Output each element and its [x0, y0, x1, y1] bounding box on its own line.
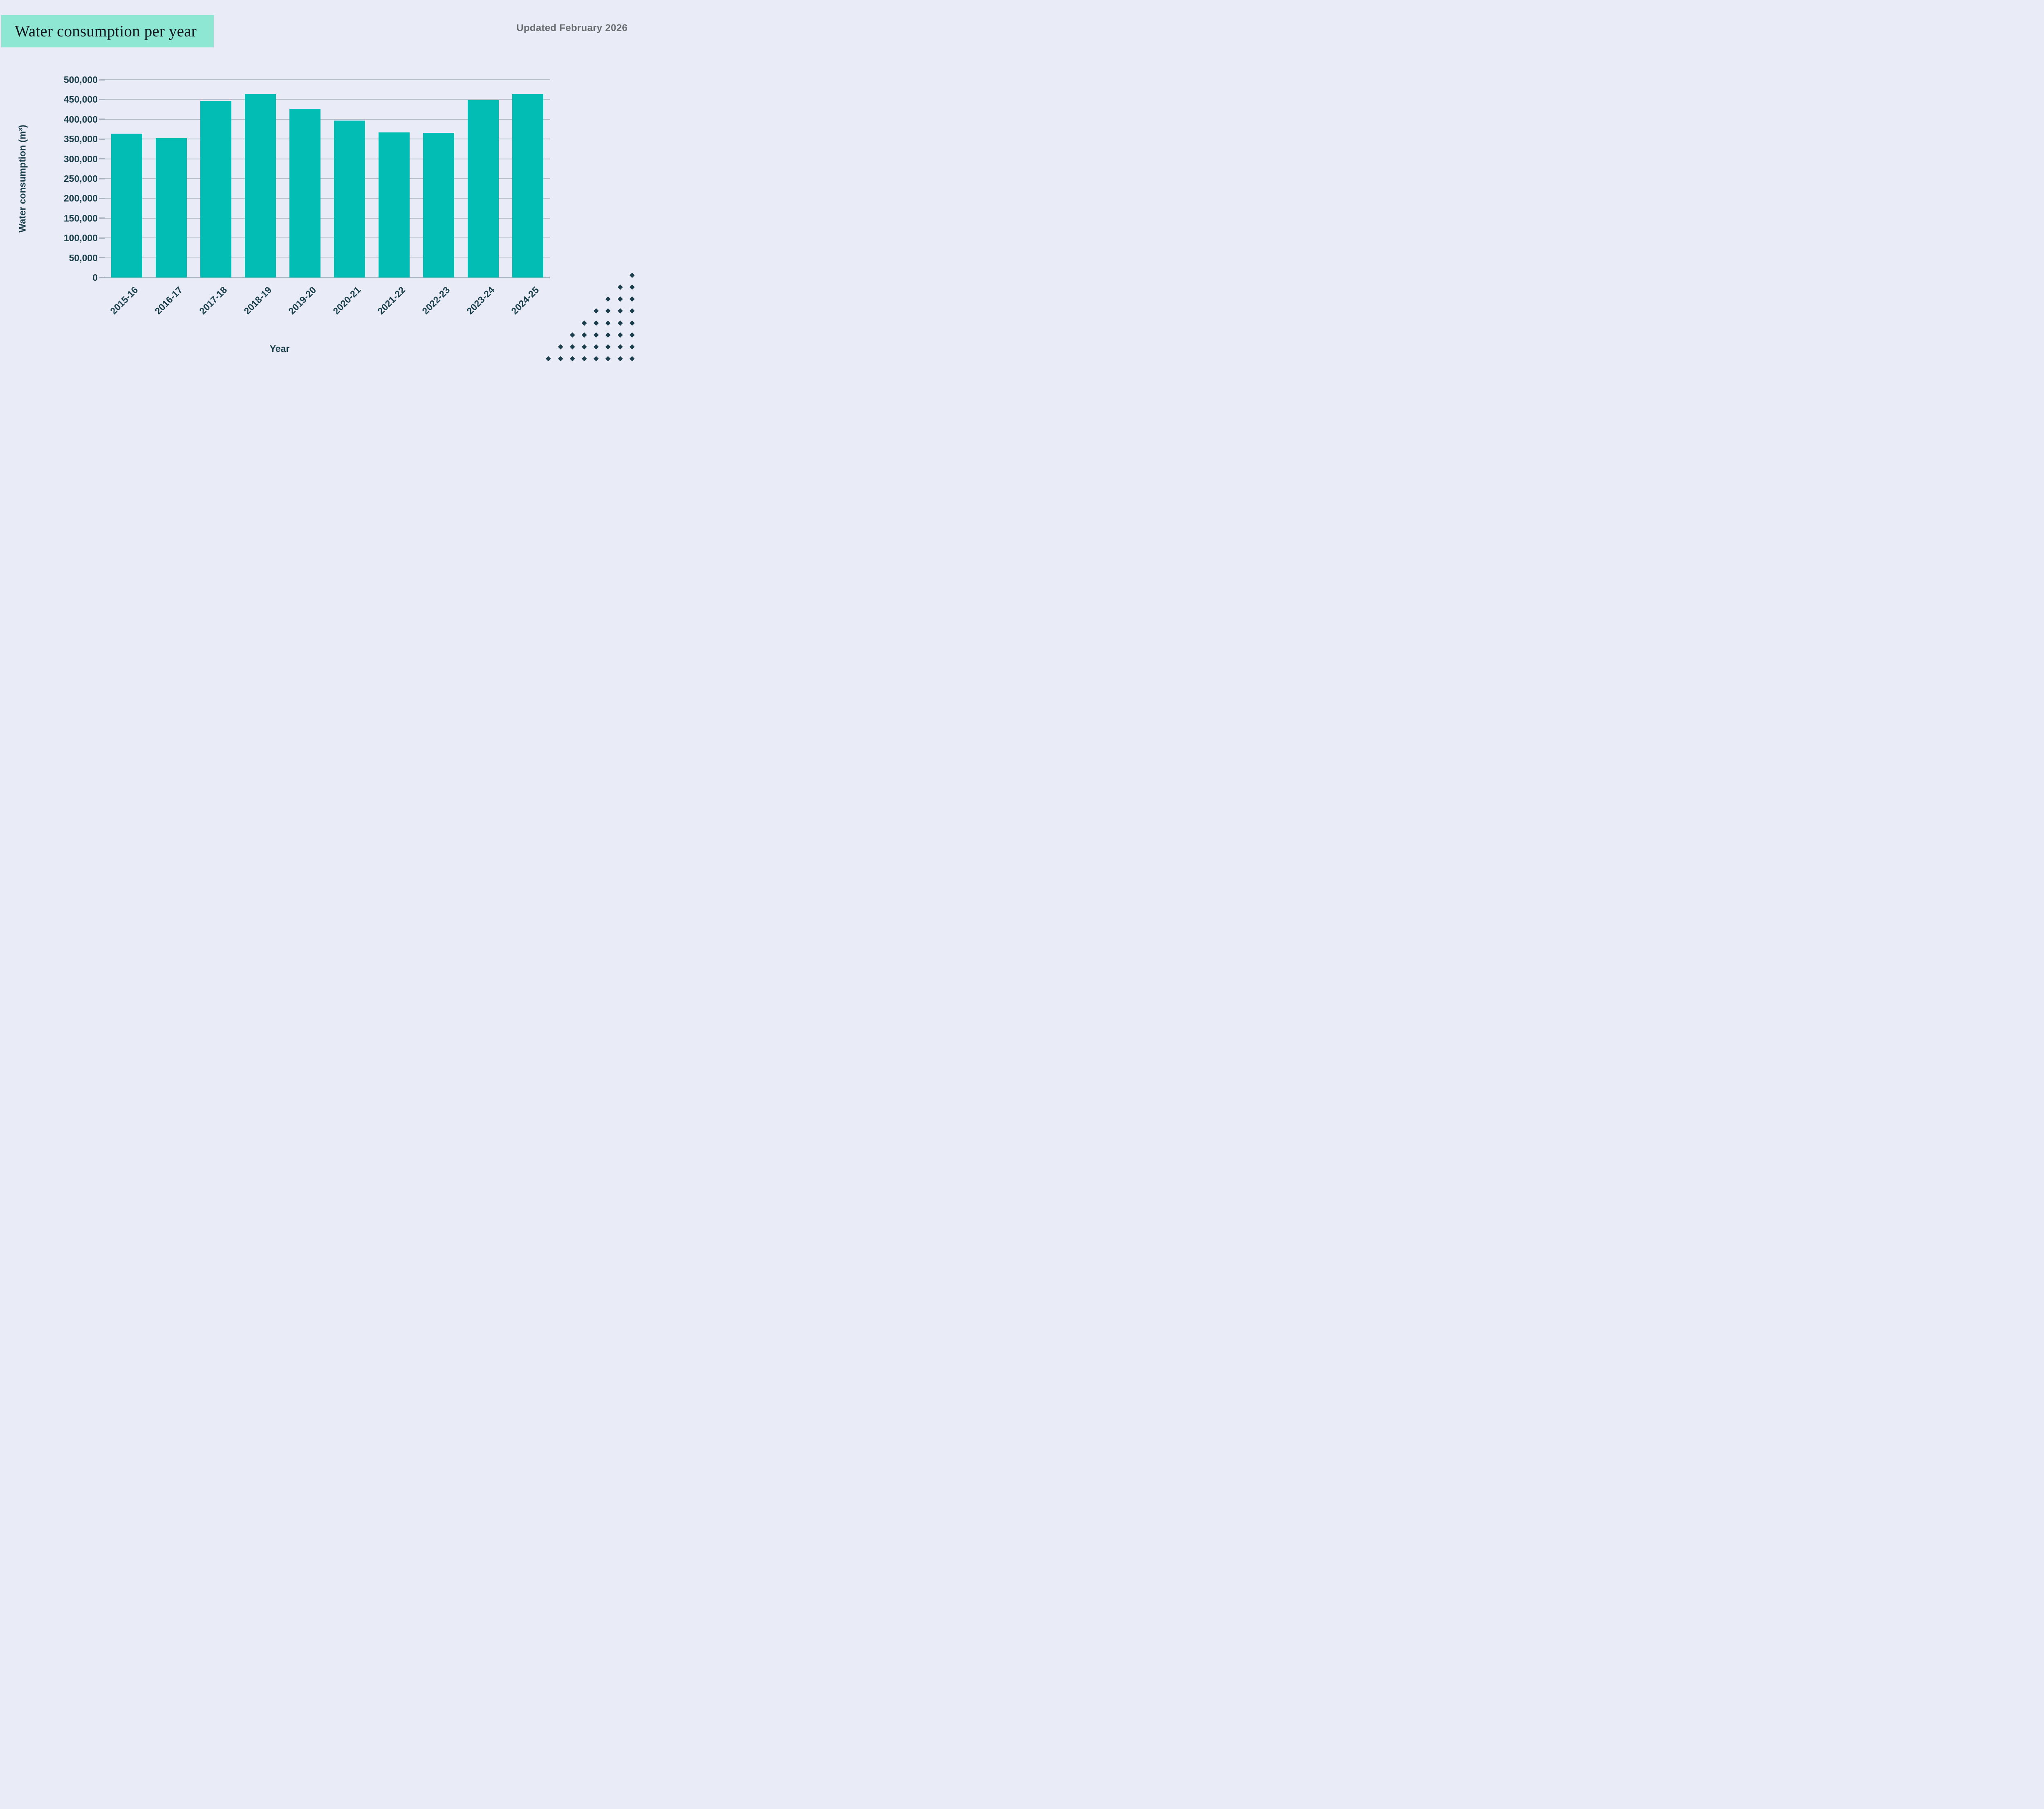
- bar-2022-23: [423, 132, 454, 278]
- gridline: [104, 79, 550, 80]
- y-tick-label: 0: [92, 272, 98, 283]
- x-axis-line: [104, 277, 550, 278]
- bar-2024-25: [512, 94, 543, 278]
- y-axis-tick: [99, 178, 105, 179]
- y-tick-label: 400,000: [63, 114, 98, 125]
- water-consumption-dashboard: Water consumption per year Updated Febru…: [0, 0, 634, 362]
- bar-chart-plot-area: 0 50,000 100,000 150,000 200,000 250,000 300,0…: [0, 0, 634, 362]
- y-tick-label: 250,000: [63, 173, 98, 184]
- y-tick-label: 300,000: [63, 153, 98, 164]
- chart-title-box: Water consumption per year: [1, 15, 214, 47]
- gridline: [104, 198, 550, 199]
- y-axis-tick: [99, 99, 105, 100]
- y-axis-tick: [99, 237, 105, 239]
- bar-2017-18: [200, 101, 231, 278]
- y-tick-label: 450,000: [63, 94, 98, 105]
- y-axis-tick: [99, 138, 105, 140]
- updated-date-label: Updated February 2026: [516, 22, 628, 34]
- y-tick-label: 350,000: [63, 134, 98, 145]
- y-axis-tick: [99, 277, 105, 278]
- y-tick-label: 150,000: [63, 213, 98, 224]
- bar-2019-20: [289, 108, 320, 278]
- x-axis-title: Year: [269, 343, 290, 354]
- chart-title: Water consumption per year: [15, 22, 197, 40]
- gridline: [104, 257, 550, 258]
- bar-2021-22: [378, 132, 410, 278]
- y-axis-tick: [99, 119, 105, 120]
- y-tick-label: 50,000: [69, 252, 98, 263]
- y-axis-tick: [99, 217, 105, 219]
- gridline: [104, 99, 550, 100]
- bar-2016-17: [155, 138, 187, 278]
- gridline: [104, 237, 550, 239]
- y-axis-tick: [99, 197, 105, 199]
- y-tick-label: 200,000: [63, 193, 98, 204]
- y-axis-tick: [99, 257, 105, 259]
- bar-2020-21: [334, 120, 365, 278]
- y-axis-tick: [99, 158, 105, 160]
- gridline: [104, 119, 550, 120]
- y-axis-title: Water consumption (m³): [17, 125, 28, 233]
- bar-2023-24: [467, 100, 499, 278]
- bar-2015-16: [111, 133, 142, 278]
- gridline: [104, 178, 550, 179]
- bar-2018-19: [244, 94, 276, 278]
- y-tick-label: 500,000: [63, 74, 98, 85]
- y-axis-tick: [99, 79, 105, 81]
- y-tick-label: 100,000: [63, 233, 98, 244]
- gridline: [104, 217, 550, 219]
